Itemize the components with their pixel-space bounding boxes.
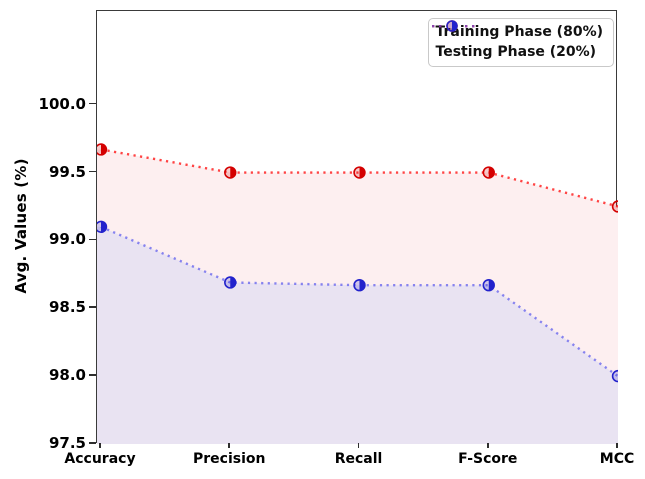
y-tick-label: 98.0 bbox=[48, 366, 86, 385]
x-tick-label: Accuracy bbox=[64, 451, 136, 467]
y-tick-mark bbox=[89, 374, 96, 376]
y-tick-label: 99.0 bbox=[48, 230, 86, 249]
series-0-markers bbox=[97, 143, 618, 213]
x-tick-mark bbox=[486, 443, 489, 448]
x-tick-label: Precision bbox=[193, 451, 266, 467]
y-tick-mark bbox=[89, 102, 96, 105]
series-1-line bbox=[100, 225, 618, 378]
plot-area: Training Phase (80%) Testing Phase (20%) bbox=[96, 10, 618, 444]
legend-marker-icon bbox=[431, 20, 474, 32]
y-tick-mark bbox=[89, 238, 96, 241]
y-tick-label: 99.5 bbox=[48, 162, 86, 181]
series-1-area bbox=[97, 226, 618, 444]
y-tick-label: 98.5 bbox=[48, 298, 86, 317]
x-tick-label: F-Score bbox=[458, 451, 518, 467]
x-tick-label: Recall bbox=[334, 451, 383, 467]
legend: Training Phase (80%) Testing Phase (20%) bbox=[427, 18, 614, 67]
legend-item-1: Testing Phase (20%) bbox=[431, 20, 603, 61]
x-tick-mark bbox=[99, 443, 101, 448]
y-tick-label: 97.5 bbox=[48, 434, 86, 452]
y-tick-label: 100.0 bbox=[38, 94, 86, 113]
series-0-line bbox=[100, 148, 618, 208]
legend-label: Training Phase (80%) bbox=[435, 24, 603, 40]
legend-label: Testing Phase (20%) bbox=[435, 44, 597, 60]
x-tick-label: MCC bbox=[599, 451, 635, 467]
series-1-markers bbox=[97, 220, 618, 383]
y-tick-mark bbox=[89, 170, 96, 173]
y-tick-mark bbox=[89, 306, 96, 309]
y-tick-mark bbox=[89, 442, 96, 444]
x-tick-mark bbox=[228, 443, 231, 448]
chart-canvas bbox=[97, 143, 618, 444]
x-tick-mark bbox=[357, 443, 360, 448]
x-tick-mark bbox=[616, 443, 618, 448]
